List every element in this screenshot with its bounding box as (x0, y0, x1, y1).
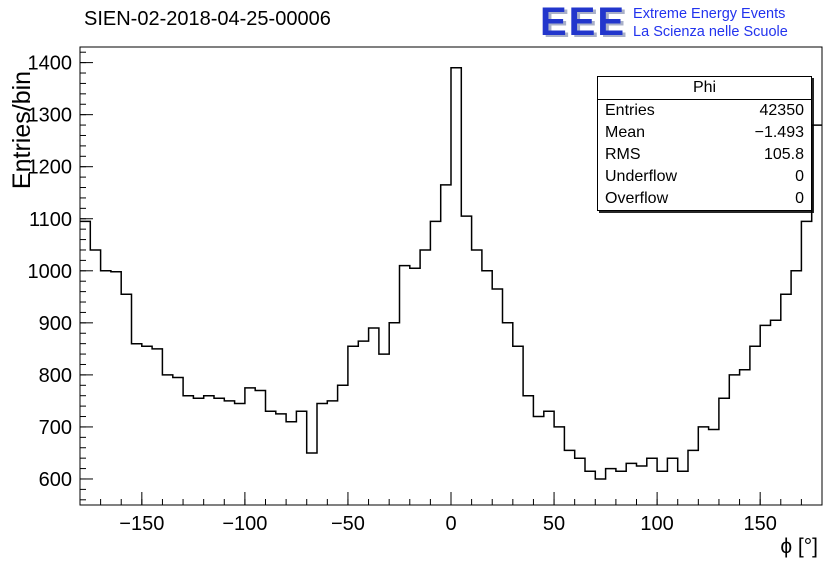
x-tick-label: 0 (445, 513, 456, 535)
y-tick-label: 600 (39, 469, 72, 491)
stats-label: Underflow (605, 168, 678, 185)
axes: −150 −100 −50 0 50 100 150 600 700 800 900 1000 1100… (28, 46, 823, 535)
stats-value: 0 (795, 168, 804, 185)
x-tick-label: −50 (331, 513, 365, 535)
y-tick-label: 1300 (28, 105, 73, 127)
y-tick-label: 1200 (28, 157, 73, 179)
stats-value: 0 (795, 190, 804, 207)
eee-logo-text: EEE (540, 0, 627, 44)
y-tick-label: 800 (39, 365, 72, 387)
eee-logo-line1: Extreme Energy Events (633, 6, 786, 22)
x-tick-label: −100 (222, 513, 267, 535)
x-tick-label: 150 (743, 513, 776, 535)
x-tick-label: 100 (640, 513, 673, 535)
x-tick-label: −150 (119, 513, 164, 535)
stats-box: Phi Entries 42350 Mean −1.493 RMS 105.8 … (597, 76, 812, 211)
y-tick-label: 1100 (29, 209, 72, 231)
histogram-series (80, 67, 822, 480)
x-tick-label: 50 (543, 513, 565, 535)
stats-title: Phi (598, 77, 811, 100)
stats-row: Entries 42350 (598, 100, 811, 122)
plot-title: SIEN-02-2018-04-25-00006 (84, 8, 331, 30)
y-tick-label: 700 (39, 417, 72, 439)
stats-value: 42350 (759, 102, 805, 119)
stats-label: Entries (605, 102, 655, 119)
eee-logo-caption: Extreme Energy Events La Scienza nelle S… (633, 2, 788, 41)
histogram-line (80, 67, 822, 480)
stats-label: Overflow (605, 190, 669, 207)
stats-value: 105.8 (763, 146, 804, 163)
y-tick-label: 900 (39, 313, 72, 335)
y-tick-label: 1000 (28, 261, 73, 283)
x-axis-label: ϕ [°] (780, 535, 818, 558)
y-axis-label: Entries/bin (8, 71, 36, 189)
stats-row: Underflow 0 (598, 166, 811, 188)
stats-label: RMS (605, 146, 641, 163)
y-tick-label: 1400 (28, 53, 73, 75)
eee-logo-line2: La Scienza nelle Scuole (633, 24, 788, 40)
stats-row: RMS 105.8 (598, 144, 811, 166)
stats-row: Overflow 0 (598, 188, 811, 210)
eee-logo: EEE Extreme Energy Events La Scienza nel… (540, 2, 788, 42)
stats-label: Mean (605, 124, 646, 141)
stats-value: −1.493 (754, 124, 804, 141)
stats-row: Mean −1.493 (598, 122, 811, 144)
